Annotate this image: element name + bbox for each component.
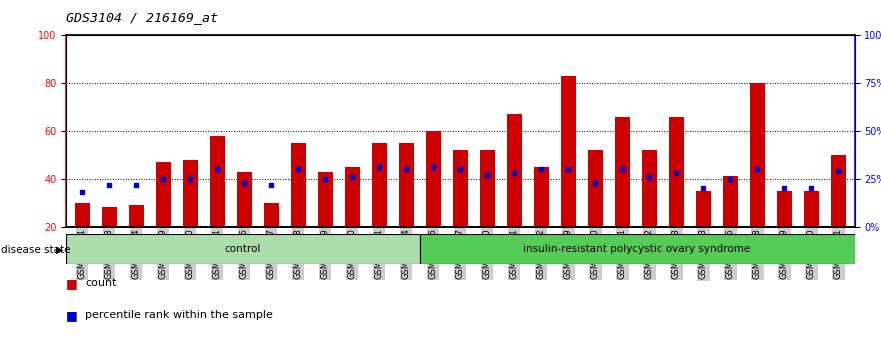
Point bbox=[642, 174, 656, 180]
Bar bbox=[344, 167, 359, 227]
Bar bbox=[669, 116, 684, 227]
Bar bbox=[291, 143, 306, 227]
Text: count: count bbox=[85, 278, 117, 288]
Bar bbox=[237, 172, 252, 227]
Point bbox=[777, 185, 791, 191]
Point bbox=[318, 176, 332, 182]
Text: disease state: disease state bbox=[1, 245, 70, 255]
Bar bbox=[183, 160, 197, 227]
Point bbox=[102, 182, 116, 187]
Point bbox=[804, 185, 818, 191]
Point bbox=[292, 166, 306, 172]
Point bbox=[237, 180, 251, 185]
Bar bbox=[156, 162, 171, 227]
Point bbox=[345, 174, 359, 180]
Point bbox=[264, 182, 278, 187]
Point bbox=[507, 170, 522, 176]
Point bbox=[75, 189, 89, 195]
Point bbox=[534, 166, 548, 172]
Bar bbox=[642, 150, 656, 227]
Point bbox=[399, 166, 413, 172]
Bar bbox=[750, 83, 765, 227]
Text: GDS3104 / 216169_at: GDS3104 / 216169_at bbox=[66, 11, 218, 24]
Text: ■: ■ bbox=[66, 309, 78, 321]
Point bbox=[561, 166, 575, 172]
Bar bbox=[372, 143, 387, 227]
Point bbox=[130, 182, 144, 187]
Bar bbox=[318, 172, 333, 227]
Point bbox=[426, 165, 440, 170]
Bar bbox=[615, 116, 630, 227]
Bar bbox=[399, 143, 414, 227]
Bar bbox=[129, 205, 144, 227]
Bar bbox=[264, 202, 278, 227]
Point bbox=[670, 170, 684, 176]
Bar bbox=[426, 131, 440, 227]
Point bbox=[156, 176, 170, 182]
Point bbox=[480, 172, 494, 178]
Point bbox=[832, 168, 846, 174]
Point bbox=[751, 166, 765, 172]
Point bbox=[211, 166, 225, 172]
Bar bbox=[723, 176, 737, 227]
Bar bbox=[804, 191, 818, 227]
Bar bbox=[66, 234, 419, 264]
Text: insulin-resistant polycystic ovary syndrome: insulin-resistant polycystic ovary syndr… bbox=[523, 244, 751, 254]
Point bbox=[723, 176, 737, 182]
Bar bbox=[696, 191, 711, 227]
Text: control: control bbox=[225, 244, 261, 254]
Bar bbox=[480, 150, 495, 227]
Bar bbox=[831, 155, 846, 227]
Point bbox=[453, 166, 467, 172]
Bar bbox=[777, 191, 792, 227]
Bar bbox=[102, 207, 116, 227]
Bar bbox=[534, 167, 549, 227]
Bar bbox=[507, 114, 522, 227]
Text: ■: ■ bbox=[66, 277, 78, 290]
Text: ▶: ▶ bbox=[56, 245, 63, 255]
Bar bbox=[561, 76, 576, 227]
Text: percentile rank within the sample: percentile rank within the sample bbox=[85, 310, 273, 320]
Bar bbox=[453, 150, 468, 227]
Bar bbox=[419, 234, 855, 264]
Bar bbox=[75, 202, 90, 227]
Point bbox=[183, 176, 197, 182]
Point bbox=[696, 185, 710, 191]
Point bbox=[615, 166, 629, 172]
Bar bbox=[588, 150, 603, 227]
Point bbox=[589, 180, 603, 185]
Bar bbox=[210, 136, 225, 227]
Point bbox=[373, 165, 387, 170]
